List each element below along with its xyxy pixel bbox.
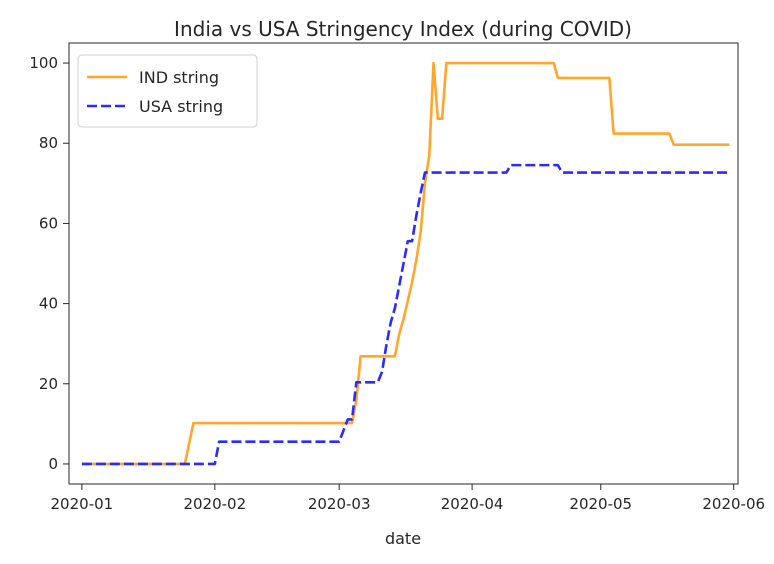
x-tick-label: 2020-02 [183,495,246,513]
x-tick-label: 2020-01 [51,495,114,513]
series-layer [81,61,730,466]
y-tick-label: 20 [39,375,58,393]
y-tick-label: 100 [29,54,58,72]
y-axis-ticks: 0 20 40 60 80 100 [29,54,69,473]
series-line-usa-string [81,163,730,466]
y-tick-label: 80 [39,134,58,152]
y-tick-label: 40 [39,295,58,313]
x-tick-label: 2020-03 [308,495,371,513]
y-tick-label: 0 [48,455,58,473]
legend-label-usa: USA string [139,97,223,116]
x-tick-label: 2020-05 [569,495,632,513]
legend-box [77,54,258,128]
x-axis-ticks: 2020-01 2020-02 2020-03 2020-04 2020-05 2020-… [51,484,765,513]
plot-frame [68,42,739,485]
legend-label-ind: IND string [139,68,219,87]
x-axis-label: date [385,529,421,548]
chart-title: India vs USA Stringency Index (during CO… [174,17,632,41]
legend: IND string USA string [77,54,258,128]
y-tick-label: 60 [39,214,58,232]
x-tick-label: 2020-04 [441,495,504,513]
x-tick-label: 2020-06 [702,495,765,513]
